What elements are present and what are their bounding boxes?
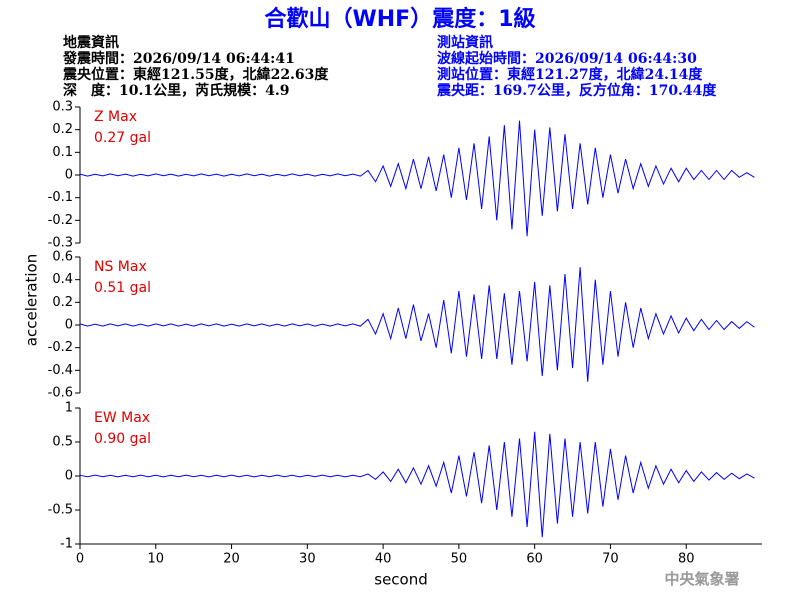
y-tick-label: 0 — [65, 469, 73, 484]
info-right: 測站位置：東經121.27度，北緯24.14度 — [437, 66, 703, 83]
x-tick-label: 40 — [375, 552, 392, 567]
y-tick-label: -0.2 — [48, 340, 73, 355]
y-tick-label: -0.1 — [48, 190, 73, 205]
y-tick-label: 0 — [65, 318, 73, 333]
info-left: 震央位置：東經121.55度，北緯22.63度 — [62, 66, 329, 83]
y-tick-label: 0.6 — [52, 250, 73, 265]
panel-name: EW Max — [94, 410, 150, 426]
y-tick-label: -0.2 — [48, 213, 73, 228]
y-tick-label: -0.5 — [48, 503, 73, 518]
chart-title: 合歡山（WHF）震度：1級 — [264, 6, 535, 32]
max-label: 0.27 gal — [94, 130, 151, 146]
waveform — [79, 267, 755, 382]
y-axis-label: acceleration — [23, 254, 41, 346]
panel-name: NS Max — [94, 259, 147, 275]
y-tick-label: 0.4 — [52, 272, 73, 287]
x-tick-label: 30 — [299, 552, 316, 567]
y-tick-label: 0.3 — [52, 100, 73, 115]
watermark: 中央氣象署 — [664, 570, 739, 588]
info-right: 震央距：169.7公里，反方位角：170.44度 — [436, 82, 717, 99]
info-right: 波線起始時間：2026/09/14 06:44:30 — [437, 50, 697, 67]
waveform — [79, 120, 755, 237]
y-tick-label: 0 — [65, 168, 73, 183]
info-left: 地震資訊 — [63, 34, 119, 51]
x-tick-label: 60 — [526, 552, 543, 567]
y-tick-label: -1 — [60, 537, 73, 552]
panel-name: Z Max — [94, 109, 137, 125]
y-tick-label: 0.1 — [52, 145, 73, 160]
y-tick-label: 0.2 — [52, 122, 73, 137]
y-tick-label: 0.2 — [52, 295, 73, 310]
max-label: 0.51 gal — [94, 280, 151, 296]
info-left: 深 度：10.1公里，芮氏規模：4.9 — [63, 82, 289, 99]
max-label: 0.90 gal — [94, 431, 151, 447]
y-tick-label: -0.3 — [48, 236, 73, 251]
x-tick-label: 10 — [148, 552, 165, 567]
y-tick-label: -0.4 — [48, 363, 73, 378]
y-tick-label: 1 — [65, 401, 73, 416]
x-tick-label: 70 — [602, 552, 619, 567]
x-tick-label: 0 — [76, 552, 84, 567]
info-left: 發震時間：2026/09/14 06:44:41 — [62, 50, 295, 67]
y-tick-label: -0.6 — [48, 386, 73, 401]
x-tick-label: 20 — [223, 552, 240, 567]
info-right: 測站資訊 — [437, 34, 493, 51]
y-tick-label: 0.5 — [52, 435, 73, 450]
waveform — [79, 431, 755, 538]
x-axis-label: second — [374, 571, 428, 589]
x-tick-label: 80 — [678, 552, 695, 567]
x-tick-label: 50 — [451, 552, 468, 567]
